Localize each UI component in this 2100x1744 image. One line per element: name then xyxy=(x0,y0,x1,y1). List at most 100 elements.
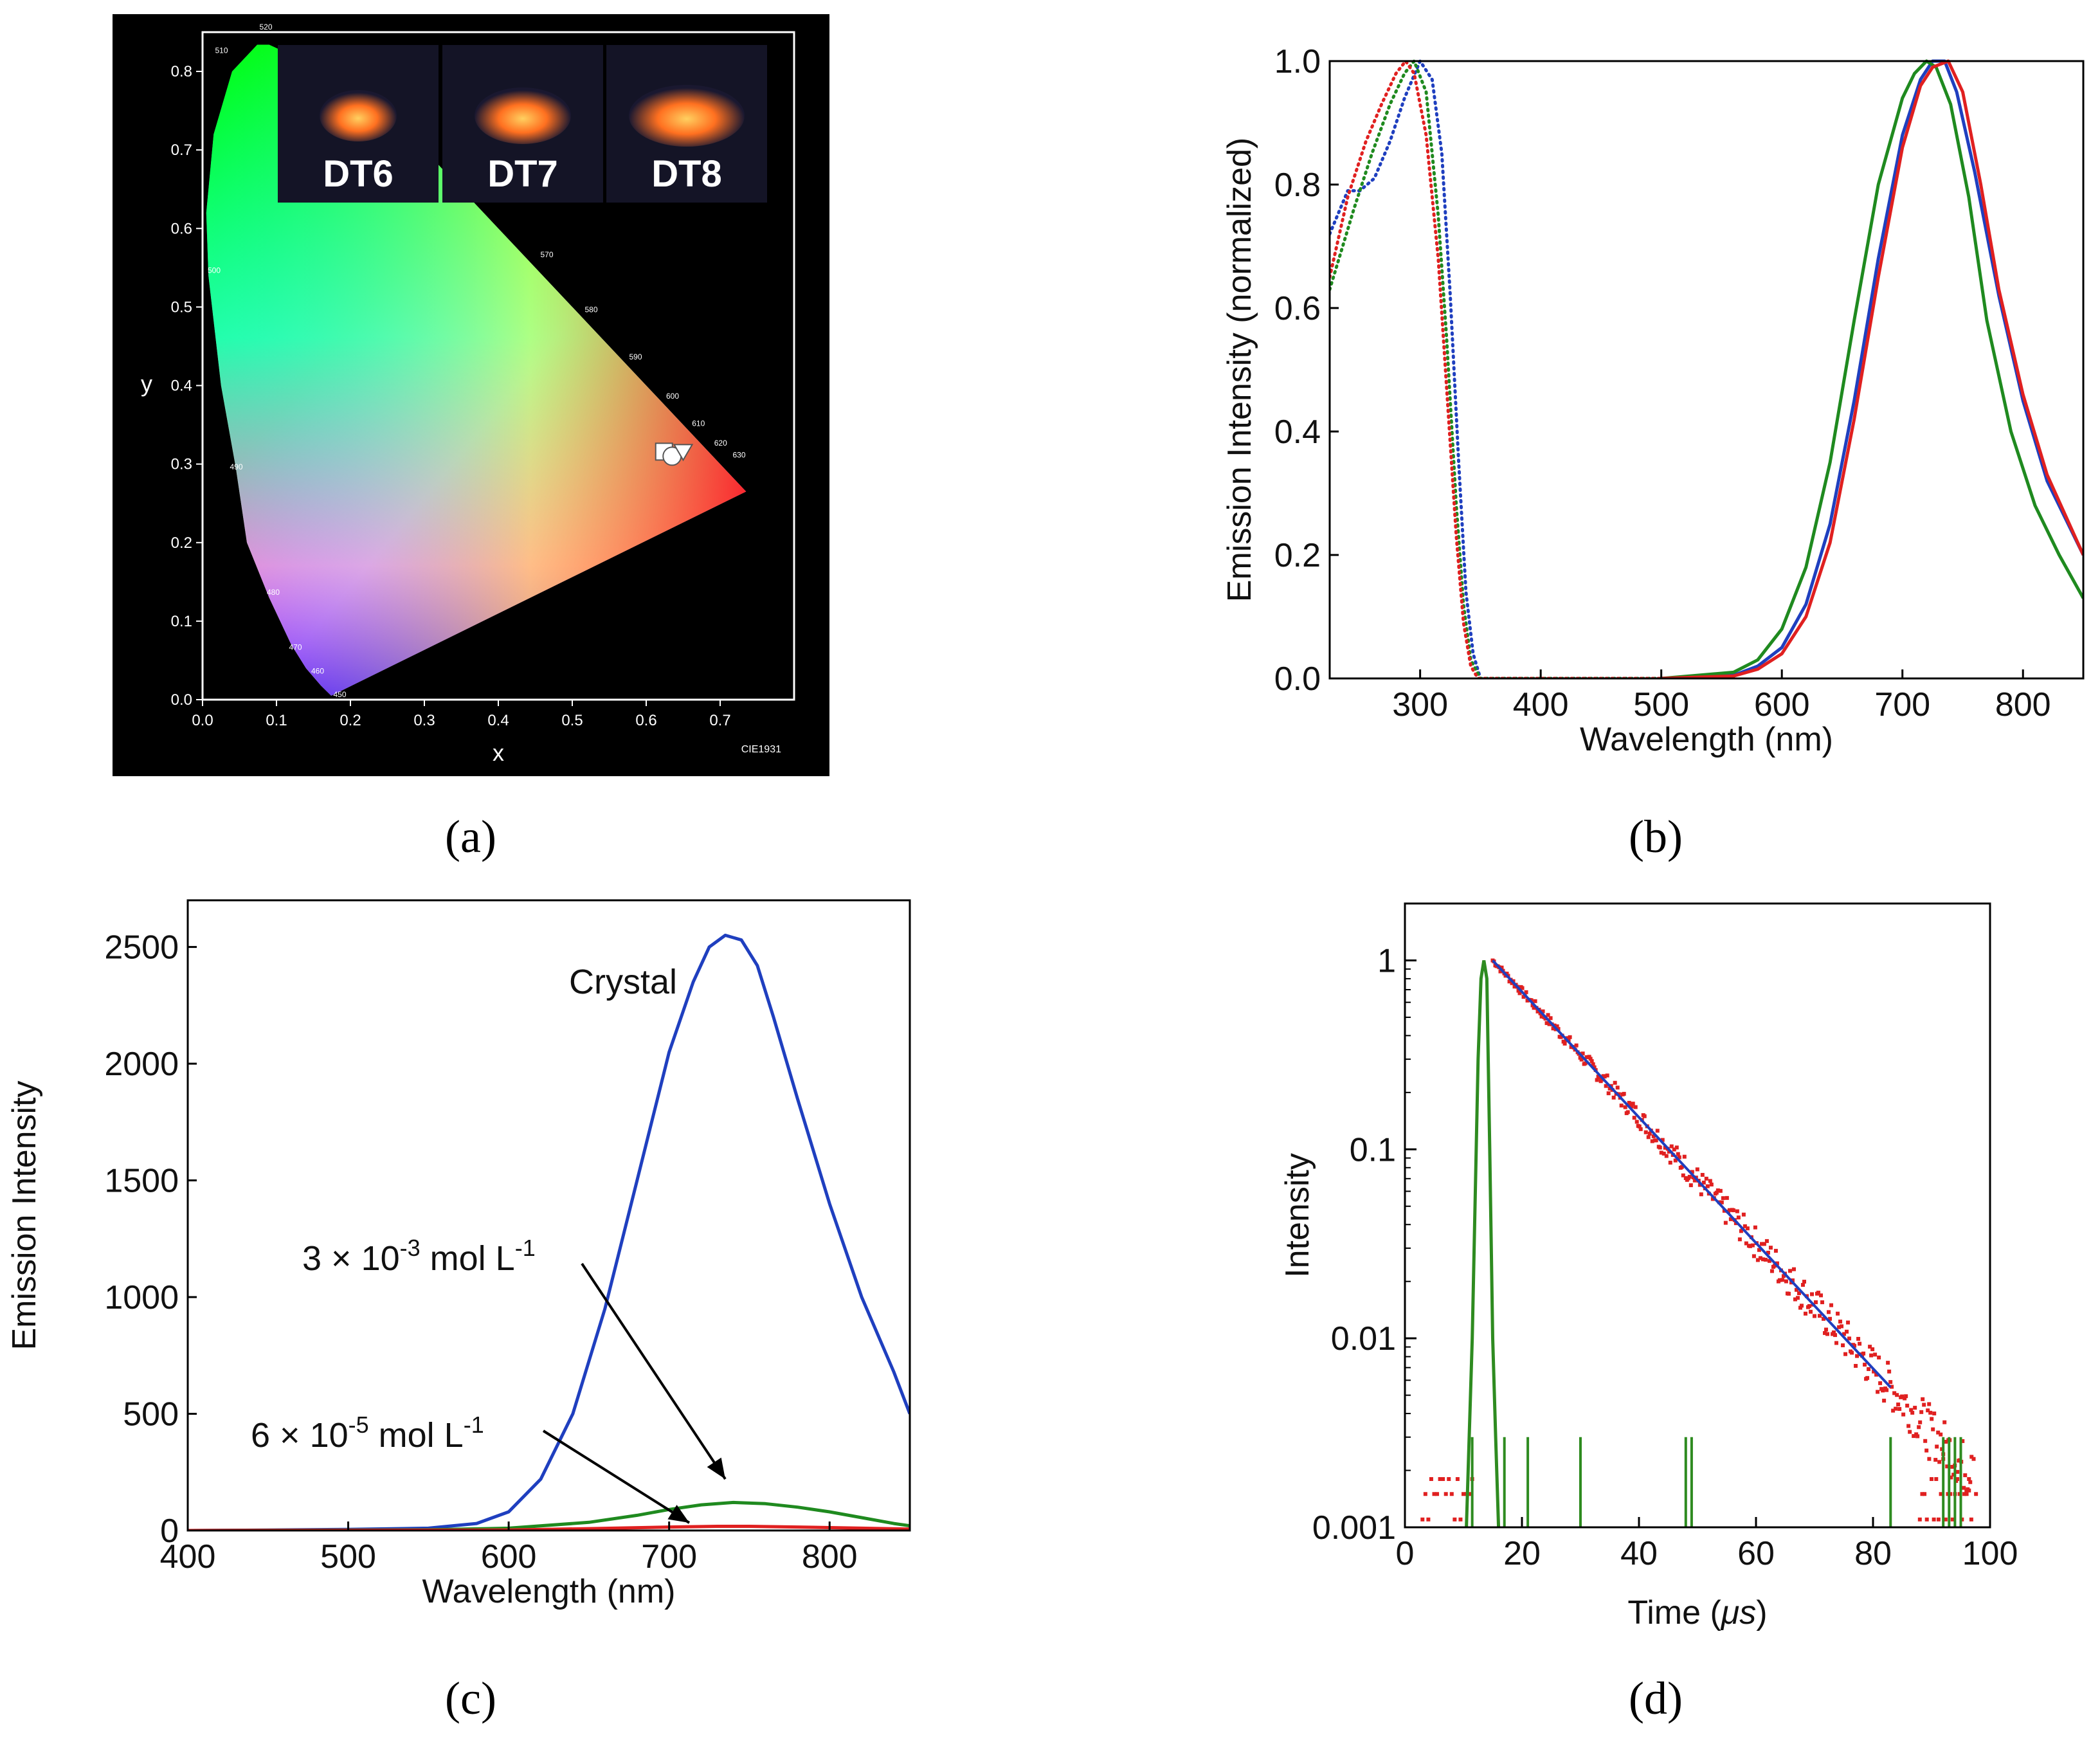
decay-point xyxy=(1781,1274,1786,1278)
decay-point xyxy=(1814,1300,1818,1305)
decay-point xyxy=(1834,1341,1839,1345)
decay-point xyxy=(1807,1303,1811,1308)
decay-point xyxy=(1931,1427,1935,1431)
decay-point xyxy=(1629,1104,1634,1109)
decay-point xyxy=(1605,1073,1609,1078)
cie-point-dt8 xyxy=(673,444,694,462)
decay-point xyxy=(1919,1410,1924,1414)
decay-point xyxy=(1643,1130,1648,1134)
decay-point xyxy=(1932,1411,1937,1415)
series-3-10-3-mol-l-1 xyxy=(188,1500,910,1531)
decay-point xyxy=(1668,1160,1672,1165)
decay-point xyxy=(1886,1361,1890,1365)
wavelength-mark-590: 590 xyxy=(629,352,642,361)
annotation-part: mol L xyxy=(421,1239,515,1278)
cie-axes: 0.0 0.1 0.2 0.3 0.4 0.5 0.6 0.7 0.0 0.1 0.2 0.3 0.4 0… xyxy=(141,31,795,766)
decay-point xyxy=(1498,969,1503,974)
decay-point xyxy=(1651,1134,1656,1138)
tail-noise-point xyxy=(1934,1476,1939,1481)
decay-point xyxy=(1767,1258,1771,1263)
decay-point xyxy=(1583,1061,1588,1066)
tail-noise-point xyxy=(1930,1476,1933,1481)
y-tick-label: 0.2 xyxy=(1274,537,1321,574)
tail-noise-point xyxy=(1936,1517,1941,1521)
decay-point xyxy=(1773,1249,1778,1253)
wavelength-mark-620: 620 xyxy=(714,439,727,448)
y-tick-label: 0 xyxy=(160,1512,179,1550)
decay-point xyxy=(1631,1102,1635,1106)
decay-point xyxy=(1516,988,1521,993)
panel-b-y-axis-label: Emission Intensity (normalized) xyxy=(1221,138,1258,602)
decay-point xyxy=(1736,1215,1741,1220)
arrow-conc-low-head xyxy=(667,1505,689,1523)
decay-point xyxy=(1650,1139,1654,1143)
decay-point xyxy=(1719,1200,1724,1204)
sample-photo-dt8: DT8 xyxy=(606,45,767,203)
decay-point xyxy=(1762,1242,1766,1246)
decay-point xyxy=(1910,1410,1915,1415)
decay-point xyxy=(1861,1351,1866,1356)
decay-point xyxy=(1793,1297,1797,1302)
decay-point xyxy=(1816,1291,1821,1295)
decay-point xyxy=(1634,1120,1639,1124)
decay-point xyxy=(1891,1408,1896,1413)
decay-point xyxy=(1715,1188,1720,1193)
decay-point xyxy=(1708,1179,1712,1183)
panel-d-x-axis-label: Time (μs) xyxy=(1627,1594,1767,1631)
decay-point xyxy=(1633,1105,1638,1109)
crystal-glow xyxy=(475,87,571,144)
decay-point xyxy=(1799,1303,1804,1308)
annotation-part: 6 × 10 xyxy=(251,1416,348,1455)
decay-point xyxy=(1868,1345,1872,1349)
baseline-noise-point xyxy=(1447,1476,1451,1481)
decay-point xyxy=(1697,1183,1702,1187)
decay-point xyxy=(1850,1350,1854,1355)
decay-point xyxy=(1865,1376,1870,1380)
decay-point xyxy=(1568,1035,1572,1039)
annotation-conc-low: 6 × 10-5 mol L-1 xyxy=(251,1412,484,1455)
decay-point xyxy=(1809,1292,1814,1296)
decay-point xyxy=(1562,1041,1567,1046)
decay-point xyxy=(1845,1329,1849,1334)
panel-d-y-axis-label: Intensity xyxy=(1279,1153,1316,1278)
decay-point xyxy=(1869,1353,1874,1358)
decay-point xyxy=(1660,1138,1665,1142)
wavelength-mark-600: 600 xyxy=(666,392,679,401)
decay-point xyxy=(1808,1309,1813,1314)
decay-point xyxy=(1587,1055,1591,1059)
decay-point xyxy=(1901,1412,1906,1417)
wavelength-mark-490: 490 xyxy=(230,462,243,471)
decay-point xyxy=(1939,1432,1943,1437)
annotation-part: 3 × 10 xyxy=(302,1239,400,1278)
decay-point xyxy=(1818,1314,1822,1318)
panel-b-frame xyxy=(1328,60,2085,680)
decay-point xyxy=(1813,1314,1816,1318)
decay-point xyxy=(1655,1129,1660,1133)
decay-point xyxy=(1755,1258,1760,1262)
tail-noise-point xyxy=(1924,1517,1929,1521)
decay-point xyxy=(1842,1332,1847,1336)
decay-point xyxy=(1574,1043,1579,1048)
arrow-conc-low-shaft xyxy=(542,1430,691,1524)
x-tick-label: 800 xyxy=(1995,686,2051,723)
decay-point xyxy=(1794,1287,1798,1292)
decay-point xyxy=(1724,1195,1729,1200)
x-tick-label: 700 xyxy=(1874,686,1930,723)
decay-point xyxy=(1874,1372,1879,1377)
decay-point xyxy=(1727,1208,1732,1212)
decay-point xyxy=(1541,1009,1545,1013)
decay-point xyxy=(1777,1278,1782,1282)
wavelength-mark-580: 580 xyxy=(585,305,598,314)
decay-point xyxy=(1737,1237,1742,1242)
x-tick-label: 300 xyxy=(1392,686,1448,723)
decay-point xyxy=(1589,1059,1594,1064)
wavelength-mark-610: 610 xyxy=(692,419,705,428)
decay-point xyxy=(1566,1038,1571,1042)
tail-noise-point xyxy=(1969,1517,1973,1521)
decay-point xyxy=(1647,1131,1652,1136)
y-tick-label: 0.8 xyxy=(1274,167,1321,204)
cie-gamut-hue-right xyxy=(206,44,747,696)
cie-x-tick-label: 0.5 xyxy=(561,712,583,729)
decay-point xyxy=(1798,1305,1802,1310)
decay-point xyxy=(1836,1311,1840,1316)
